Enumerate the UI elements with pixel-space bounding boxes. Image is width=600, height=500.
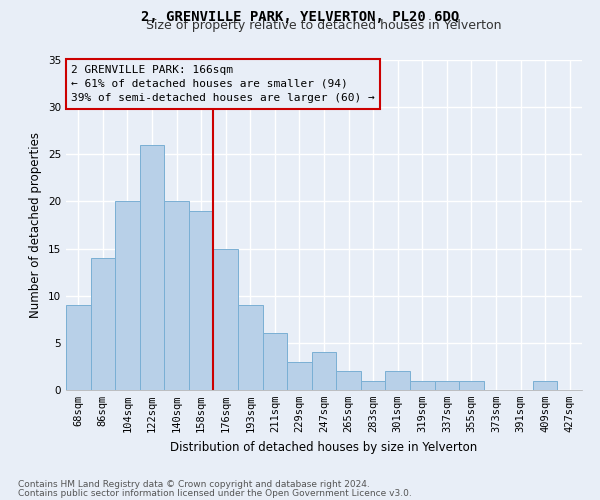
Bar <box>287 362 312 390</box>
Bar <box>238 305 263 390</box>
Bar <box>140 145 164 390</box>
Text: 2, GRENVILLE PARK, YELVERTON, PL20 6DQ: 2, GRENVILLE PARK, YELVERTON, PL20 6DQ <box>141 10 459 24</box>
Text: 2 GRENVILLE PARK: 166sqm
← 61% of detached houses are smaller (94)
39% of semi-d: 2 GRENVILLE PARK: 166sqm ← 61% of detach… <box>71 65 375 103</box>
Bar <box>66 305 91 390</box>
Bar <box>312 352 336 390</box>
Text: Contains public sector information licensed under the Open Government Licence v3: Contains public sector information licen… <box>18 488 412 498</box>
Title: Size of property relative to detached houses in Yelverton: Size of property relative to detached ho… <box>146 20 502 32</box>
Bar <box>164 202 189 390</box>
Bar <box>263 334 287 390</box>
Bar <box>214 248 238 390</box>
X-axis label: Distribution of detached houses by size in Yelverton: Distribution of detached houses by size … <box>170 440 478 454</box>
Bar <box>459 380 484 390</box>
Bar <box>91 258 115 390</box>
Bar <box>434 380 459 390</box>
Bar <box>385 371 410 390</box>
Bar <box>336 371 361 390</box>
Bar <box>189 211 214 390</box>
Y-axis label: Number of detached properties: Number of detached properties <box>29 132 43 318</box>
Text: Contains HM Land Registry data © Crown copyright and database right 2024.: Contains HM Land Registry data © Crown c… <box>18 480 370 489</box>
Bar <box>115 202 140 390</box>
Bar <box>533 380 557 390</box>
Bar <box>410 380 434 390</box>
Bar <box>361 380 385 390</box>
